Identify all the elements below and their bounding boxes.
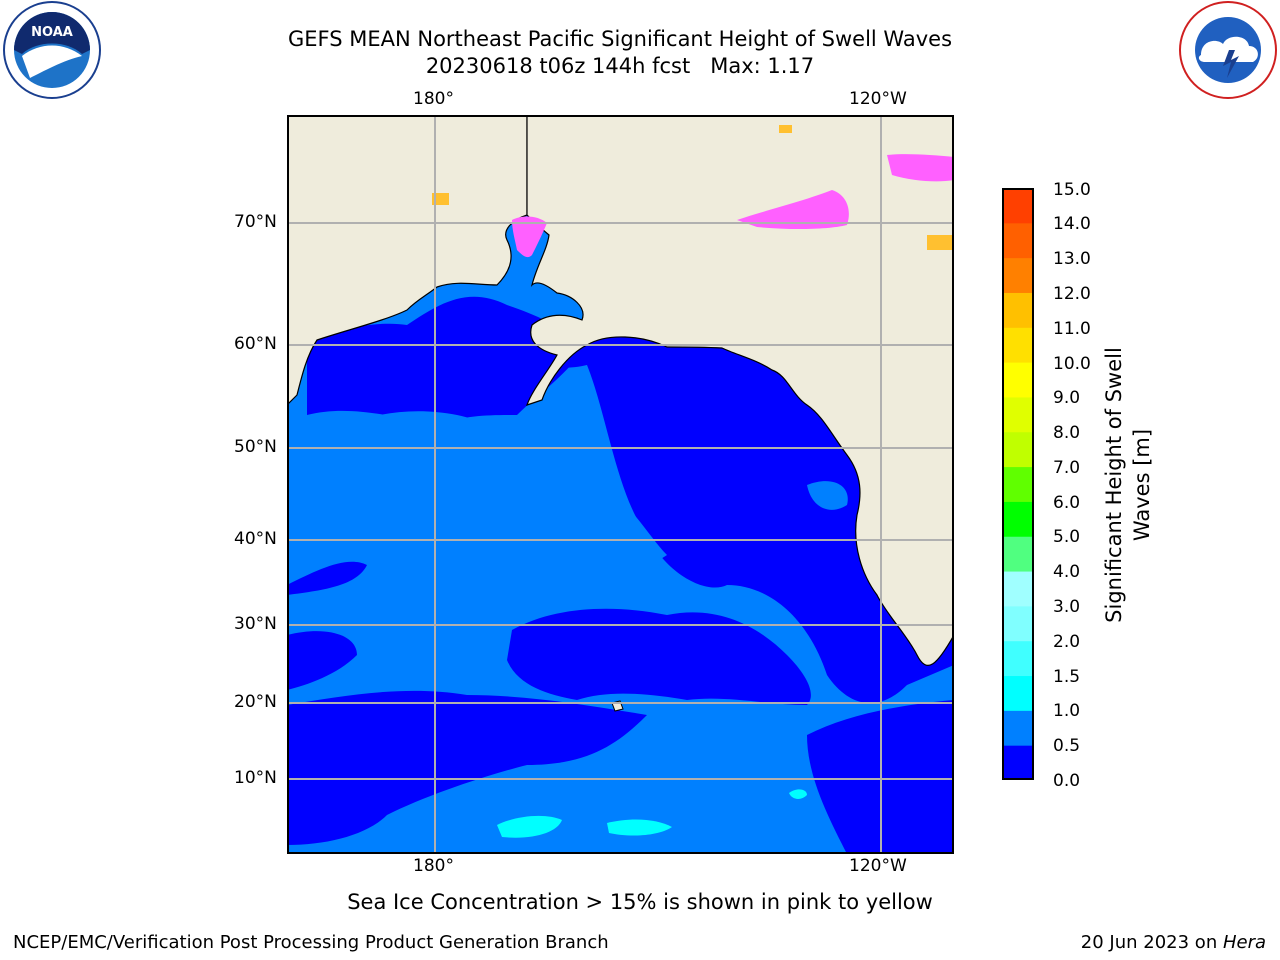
colorbar-tick: 8.0 <box>1053 423 1081 443</box>
swell-map <box>287 115 954 854</box>
sea-ice-yellow-2 <box>779 125 792 133</box>
sea-ice-yellow-1 <box>432 193 449 205</box>
footer-credit: NCEP/EMC/Verification Post Processing Pr… <box>13 932 609 953</box>
high-swell-patch-2 <box>607 819 672 836</box>
colorbar-swatch <box>1002 466 1034 502</box>
colorbar-tick: 1.0 <box>1053 701 1081 721</box>
colorbar-swatch <box>1002 222 1034 259</box>
colorbar-tick: 14.0 <box>1053 214 1091 234</box>
colorbar-tick: 0.0 <box>1053 771 1081 791</box>
colorbar-swatch <box>1002 292 1034 328</box>
sea-ice-note: Sea Ice Concentration > 15% is shown in … <box>347 890 933 914</box>
lat-label-10n: 10°N <box>234 768 277 788</box>
lon-label-top-120w: 120°W <box>849 89 907 109</box>
svg-text:NOAA: NOAA <box>31 25 73 40</box>
land-alaska-canada <box>526 115 954 666</box>
mid-swell-patch-east <box>807 481 848 510</box>
sea-ice-bering <box>512 216 547 258</box>
noaa-logo: NOAA <box>2 0 102 100</box>
colorbar-label: Significant Height of Swell Waves [m] <box>1100 325 1160 645</box>
colorbar-tick: 12.0 <box>1053 284 1091 304</box>
lat-label-30n: 30°N <box>234 614 277 634</box>
land-siberia <box>287 115 528 406</box>
footer-host: Hera <box>1222 932 1266 953</box>
low-swell-region-subtropical <box>507 608 811 705</box>
colorbar-swatch <box>1002 675 1034 711</box>
graticule <box>287 115 954 854</box>
colorbar-tick: 11.0 <box>1053 319 1091 339</box>
colorbar-tick: 6.0 <box>1053 493 1081 513</box>
low-swell-region-northeast <box>427 345 954 704</box>
sea-ice-yellow-3 <box>927 235 954 250</box>
title-line-2: 20230618 t06z 144h fcst Max: 1.17 <box>425 54 815 78</box>
lat-label-40n: 40°N <box>234 529 277 549</box>
lon-label-top-180: 180° <box>413 89 454 109</box>
colorbar-tick: 5.0 <box>1053 527 1081 547</box>
colorbar-swatch <box>1002 501 1034 537</box>
footer-date-text: 20 Jun 2023 on <box>1080 932 1223 953</box>
colorbar-tick: 9.0 <box>1053 388 1081 408</box>
colorbar-swatch <box>1002 362 1034 398</box>
lon-label-bottom-180: 180° <box>413 856 454 876</box>
colorbar-swatch <box>1002 536 1034 572</box>
colorbar-tick: 1.5 <box>1053 667 1081 687</box>
lat-label-20n: 20°N <box>234 692 277 712</box>
low-swell-region-west <box>287 561 367 690</box>
colorbar-tick: 13.0 <box>1053 249 1091 269</box>
colorbar-tick: 7.0 <box>1053 458 1081 478</box>
nws-logo <box>1177 0 1279 100</box>
low-swell-region-bering <box>307 296 587 425</box>
footer-date: 20 Jun 2023 on Hera <box>1081 932 1266 953</box>
map-frame <box>287 115 954 854</box>
lon-label-bottom-120w: 120°W <box>849 856 907 876</box>
colorbar-swatch <box>1002 431 1034 468</box>
colorbar-swatch <box>1002 257 1034 293</box>
sea-ice-beaufort <box>737 190 849 230</box>
mid-swell-patch-south <box>667 707 800 765</box>
colorbar-tick: 15.0 <box>1053 180 1091 200</box>
sea-ice-arctic-east <box>887 154 954 182</box>
colorbar-tick: 10.0 <box>1053 354 1091 374</box>
lat-label-50n: 50°N <box>234 437 277 457</box>
low-swell-region-equatorial <box>287 690 647 845</box>
colorbar-swatch <box>1002 745 1034 781</box>
high-swell-patch-3 <box>789 789 807 799</box>
title-line-1: GEFS MEAN Northeast Pacific Significant … <box>287 27 953 51</box>
map-panel <box>287 115 954 854</box>
colorbar-frame <box>1002 188 1034 780</box>
high-swell-patch-1 <box>497 815 562 838</box>
colorbar-swatch <box>1002 327 1034 363</box>
colorbar-tick: 2.0 <box>1053 632 1081 652</box>
colorbar-tick: 0.5 <box>1053 736 1081 756</box>
colorbar-tick: 4.0 <box>1053 562 1081 582</box>
colorbar-swatch <box>1002 571 1034 607</box>
colorbar-tick: 3.0 <box>1053 597 1081 617</box>
mid-swell-patch-north <box>317 411 520 525</box>
mid-swell-patch-central <box>577 475 667 585</box>
colorbar-label-line-2: Waves [m] <box>1130 428 1154 542</box>
lat-label-60n: 60°N <box>234 334 277 354</box>
colorbar-swatch <box>1002 605 1034 642</box>
colorbar-label-line-1: Significant Height of Swell <box>1102 347 1126 623</box>
colorbar-swatch <box>1002 710 1034 746</box>
colorbar-swatch <box>1002 188 1034 224</box>
colorbar-swatch <box>1002 640 1034 677</box>
colorbar <box>1002 188 1034 781</box>
colorbar-swatches <box>1002 188 1034 781</box>
lat-label-70n: 70°N <box>234 212 277 232</box>
colorbar-swatch <box>1002 396 1034 433</box>
